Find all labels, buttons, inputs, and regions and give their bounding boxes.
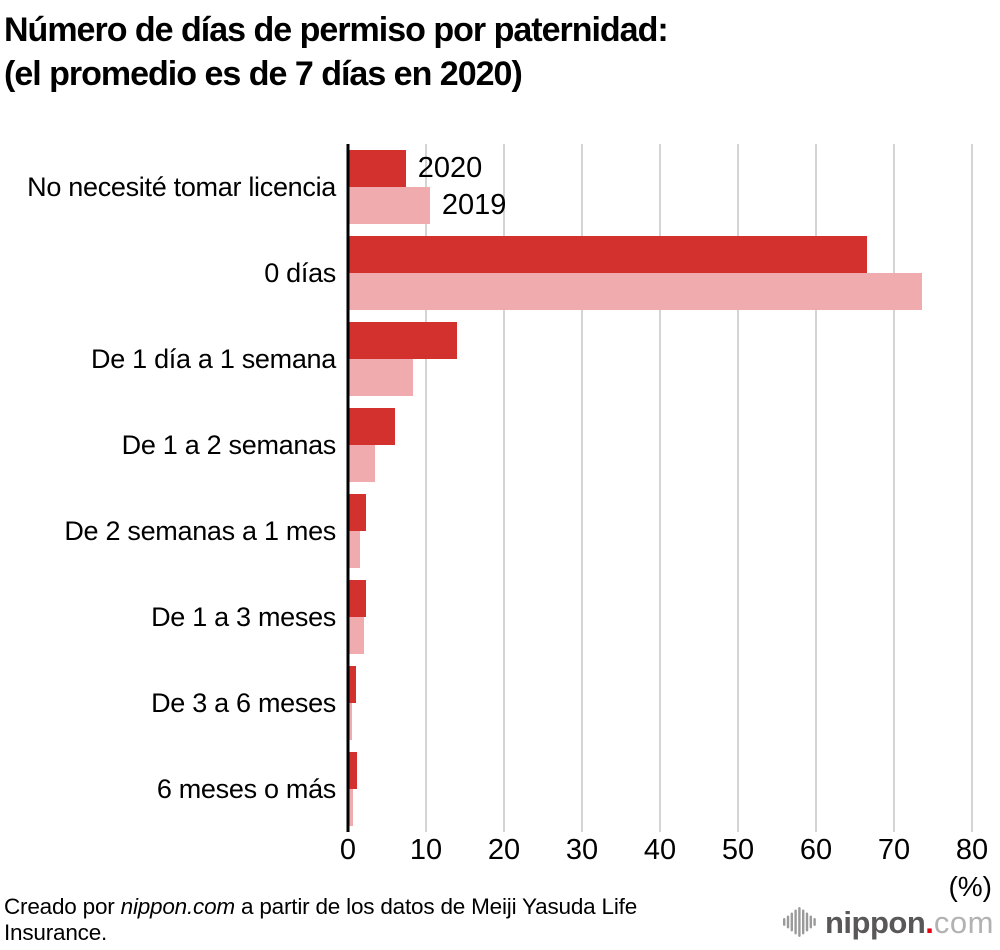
bar-group: [348, 316, 972, 402]
category-label: No necesité tomar licencia: [27, 171, 336, 202]
bar-group: [348, 660, 972, 746]
chart-title: Número de días de permiso por paternidad…: [4, 8, 1000, 96]
category-label: De 1 día a 1 semana: [91, 343, 336, 374]
source-note-prefix: Creado por: [4, 894, 121, 919]
bar-group: [348, 746, 972, 832]
x-tick-label: 0: [339, 834, 357, 866]
bar-line: [348, 236, 972, 273]
bar-line: [348, 666, 972, 703]
bar-line: [348, 789, 972, 826]
bar-2020: [348, 752, 357, 789]
x-tick-label: 30: [565, 834, 599, 866]
bar-group: [348, 230, 972, 316]
bar-line: [348, 408, 972, 445]
bar-2019: [348, 445, 375, 482]
x-tick-label: 60: [799, 834, 833, 866]
gridline: [503, 144, 505, 832]
bar-line: [348, 703, 972, 740]
bar-line: [348, 322, 972, 359]
bar-2019: [348, 617, 364, 654]
gridline: [893, 144, 895, 832]
x-axis: 0 10 20 30 40 50 60 70 80: [340, 834, 988, 869]
bar-group: [348, 574, 972, 660]
bar-line: [348, 445, 972, 482]
soundwave-icon: [783, 907, 816, 937]
bar-line: [348, 273, 972, 310]
x-axis-unit: (%): [948, 871, 992, 902]
x-tick-label: 40: [643, 834, 677, 866]
bar-line: 2019: [348, 187, 972, 224]
bar-line: [348, 580, 972, 617]
nippon-logo: nippon.com: [782, 904, 994, 946]
plot-area: 2020 2019: [346, 144, 973, 832]
bar-line: [348, 494, 972, 531]
category-label: De 2 semanas a 1 mes: [64, 515, 336, 546]
bar-chart: No necesité tomar licencia 0 días De 1 día…: [0, 144, 1000, 832]
bar-2020: [348, 236, 868, 273]
bar-2019: [348, 531, 360, 568]
source-note-suffix: a partir de los datos de Meiji Yasuda Li…: [4, 894, 638, 945]
bar-2019: [348, 187, 430, 224]
x-tick-label: 20: [487, 834, 521, 866]
gridline: [815, 144, 817, 832]
x-tick-label: 80: [955, 834, 989, 866]
gridline: [659, 144, 661, 832]
bar-group: 2020 2019: [348, 144, 972, 230]
bar-2019: [348, 703, 352, 740]
bar-line: [348, 617, 972, 654]
bar-2020: [348, 408, 395, 445]
bar-2020: [348, 666, 356, 703]
category-label: 6 meses o más: [156, 773, 336, 804]
gridline: [737, 144, 739, 832]
chart-title-line1: Número de días de permiso por paternidad…: [4, 11, 669, 49]
legend-2020: 2020: [417, 152, 483, 184]
nippon-logo-text: nippon.com: [825, 904, 994, 940]
bar-line: [348, 752, 972, 789]
source-note: Creado por nippon.com a partir de los da…: [4, 894, 654, 946]
bar-2020: [348, 494, 366, 531]
source-note-brand: nippon.com: [120, 894, 236, 919]
category-labels: No necesité tomar licencia 0 días De 1 día…: [0, 144, 348, 832]
category-label: De 1 a 3 meses: [151, 601, 336, 632]
bar-2020: [348, 150, 406, 187]
x-tick-label: 10: [409, 834, 443, 866]
category-label: De 3 a 6 meses: [151, 687, 336, 718]
bar-group: [348, 488, 972, 574]
bar-2020: [348, 580, 366, 617]
y-axis-line: [346, 144, 350, 832]
category-label: 0 días: [264, 257, 336, 288]
bar-group: [348, 402, 972, 488]
bar-line: 2020: [348, 150, 972, 187]
bar-2019: [348, 789, 353, 826]
footer: Creado por nippon.com a partir de los da…: [4, 894, 994, 946]
chart-title-line2: (el promedio es de 7 días en 2020): [4, 55, 523, 93]
gridline: [581, 144, 583, 832]
x-tick-label: 70: [877, 834, 911, 866]
bar-line: [348, 531, 972, 568]
bar-line: [348, 359, 972, 396]
gridline: [971, 144, 973, 832]
x-tick-label: 50: [721, 834, 755, 866]
gridline: [425, 144, 427, 832]
bar-2019: [348, 273, 923, 310]
bar-2020: [348, 322, 458, 359]
legend-2019: 2019: [441, 189, 507, 221]
category-label: De 1 a 2 semanas: [121, 429, 337, 460]
chart-figure: Número de días de permiso por paternidad…: [0, 8, 1000, 950]
bar-2019: [348, 359, 413, 396]
